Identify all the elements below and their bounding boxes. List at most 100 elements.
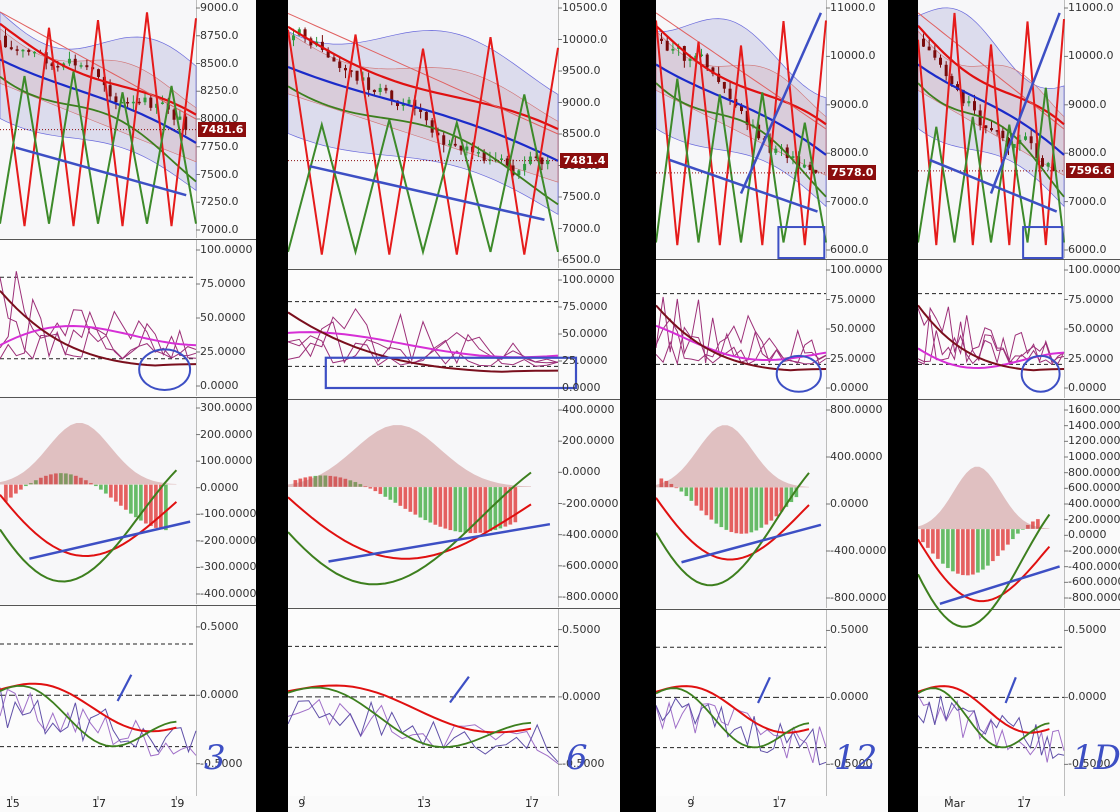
pane-separator[interactable]	[656, 609, 888, 610]
macd-histogram-bar	[689, 487, 694, 502]
pane-separator[interactable]	[918, 609, 1120, 610]
macd-axis-tick: 200.0000	[562, 434, 615, 448]
candle-body	[728, 88, 732, 99]
candle-body	[424, 111, 428, 121]
osc-axis-tick: -0.5000	[200, 756, 243, 770]
macd-histogram-bar	[338, 477, 343, 488]
macd-histogram-bar	[308, 476, 313, 488]
macd-histogram-bar	[478, 486, 483, 534]
oscillator-fast-line	[918, 687, 1050, 749]
moving-average-red	[0, 22, 197, 116]
macd-histogram-bar	[378, 486, 383, 495]
candle-body	[1029, 136, 1033, 144]
pane-separator[interactable]	[0, 239, 256, 240]
candle-body	[517, 170, 521, 176]
macd-histogram-bar	[734, 487, 739, 534]
macd-axis-tick: 400.0000	[562, 403, 615, 416]
bollinger-band	[918, 7, 1065, 208]
stochastic-pane[interactable]	[0, 240, 197, 396]
macd-line	[288, 471, 532, 586]
inner-channel	[0, 28, 197, 163]
cross-annotation	[116, 674, 133, 702]
oscillator-pane[interactable]	[288, 609, 559, 796]
price-axis-tick: 7000.0	[830, 194, 869, 208]
macd-axis-tick: -400.0000	[562, 527, 619, 541]
macd-axis-tick: 200.0000	[1068, 512, 1120, 526]
inner-channel	[288, 31, 559, 183]
candle-body	[430, 120, 434, 133]
price-axis-tick: 10000.0	[562, 32, 608, 46]
macd-axis-tick: 1400.0000	[1068, 418, 1120, 432]
x-axis-tick: 15	[5, 797, 20, 810]
oscillator-raw-line	[656, 701, 827, 764]
timeframe-column-12: 11000.0 10000.0 9000.0 8000.0 7000.0 6000.0 10…	[656, 0, 888, 812]
divergence-annotation	[328, 522, 551, 563]
candle-body	[1052, 163, 1056, 171]
stochastic-fast-line	[0, 297, 197, 360]
macd-histogram-bar	[493, 486, 498, 531]
macd-histogram-bar	[158, 484, 164, 530]
candle-body	[390, 90, 394, 101]
breakout-annotation	[989, 12, 1061, 194]
stochastic-slow-line	[918, 304, 1065, 372]
candle-body	[978, 110, 982, 126]
oscillator-fast-line	[656, 687, 810, 749]
pane-separator[interactable]	[918, 259, 1120, 260]
candle-body	[143, 97, 147, 103]
price-pane[interactable]	[0, 0, 197, 238]
moving-average-blue	[288, 65, 559, 162]
macd-histogram-bar	[483, 486, 488, 533]
oscillator-pane[interactable]	[0, 606, 197, 796]
stochastic-fast-line	[0, 277, 197, 360]
oscillator-raw-line	[656, 697, 827, 766]
pane-separator[interactable]	[656, 259, 888, 260]
macd-line	[0, 469, 178, 583]
price-axis-tick: 7500.0	[200, 167, 239, 181]
last-price-tag: 7481.6	[198, 121, 247, 137]
stochastic-signal-line	[918, 347, 1065, 370]
pane-separator[interactable]	[288, 269, 620, 270]
macd-axis-tick: 1200.0000	[1068, 434, 1120, 448]
macd-histogram-bar	[498, 486, 503, 529]
macd-histogram-bar	[318, 475, 323, 488]
candle-body	[27, 49, 31, 52]
x-axis-tick: 17	[92, 797, 106, 810]
price-axis-tick: 8500.0	[562, 127, 601, 140]
candle-body	[1007, 138, 1010, 148]
macd-histogram-bar	[759, 487, 764, 529]
macd-area	[0, 423, 177, 485]
candle-body	[126, 102, 130, 104]
candle-body	[927, 46, 931, 51]
macd-histogram-bar	[1010, 528, 1016, 540]
macd-histogram-bar	[13, 484, 19, 494]
macd-histogram-bar	[1025, 524, 1031, 530]
macd-axis-tick: -400.0000	[200, 587, 256, 600]
pane-separator[interactable]	[656, 399, 888, 400]
macd-histogram-bar	[83, 479, 89, 485]
macd-axis-tick: 0.0000	[562, 465, 601, 479]
oscillator-pane[interactable]	[656, 610, 827, 796]
macd-line	[918, 513, 1051, 628]
candle-body	[384, 87, 388, 91]
pane-separator[interactable]	[0, 397, 256, 398]
macd-histogram-bar	[699, 487, 704, 511]
candle-body	[184, 116, 188, 130]
price-pane[interactable]	[288, 0, 559, 268]
stoch-axis-tick: 0.0000	[1068, 381, 1107, 394]
pane-separator[interactable]	[288, 608, 620, 609]
stoch-axis-tick: 100.0000	[200, 243, 253, 256]
macd-histogram-bar	[955, 528, 961, 575]
pane-separator[interactable]	[0, 605, 256, 606]
macd-area	[918, 466, 1050, 529]
stochastic-fast-line	[918, 306, 1065, 365]
candle-body	[774, 148, 778, 153]
divergence-annotation	[681, 523, 822, 564]
last-price-tag: 7481.4	[560, 152, 609, 168]
macd-histogram-bar	[719, 487, 724, 528]
candle-body	[505, 158, 509, 166]
stoch-axis-tick: 75.0000	[200, 277, 246, 290]
pane-separator[interactable]	[288, 399, 620, 400]
pane-separator[interactable]	[918, 399, 1120, 400]
stoch-axis-tick: 50.0000	[562, 327, 608, 340]
macd-histogram-bar	[704, 487, 709, 516]
